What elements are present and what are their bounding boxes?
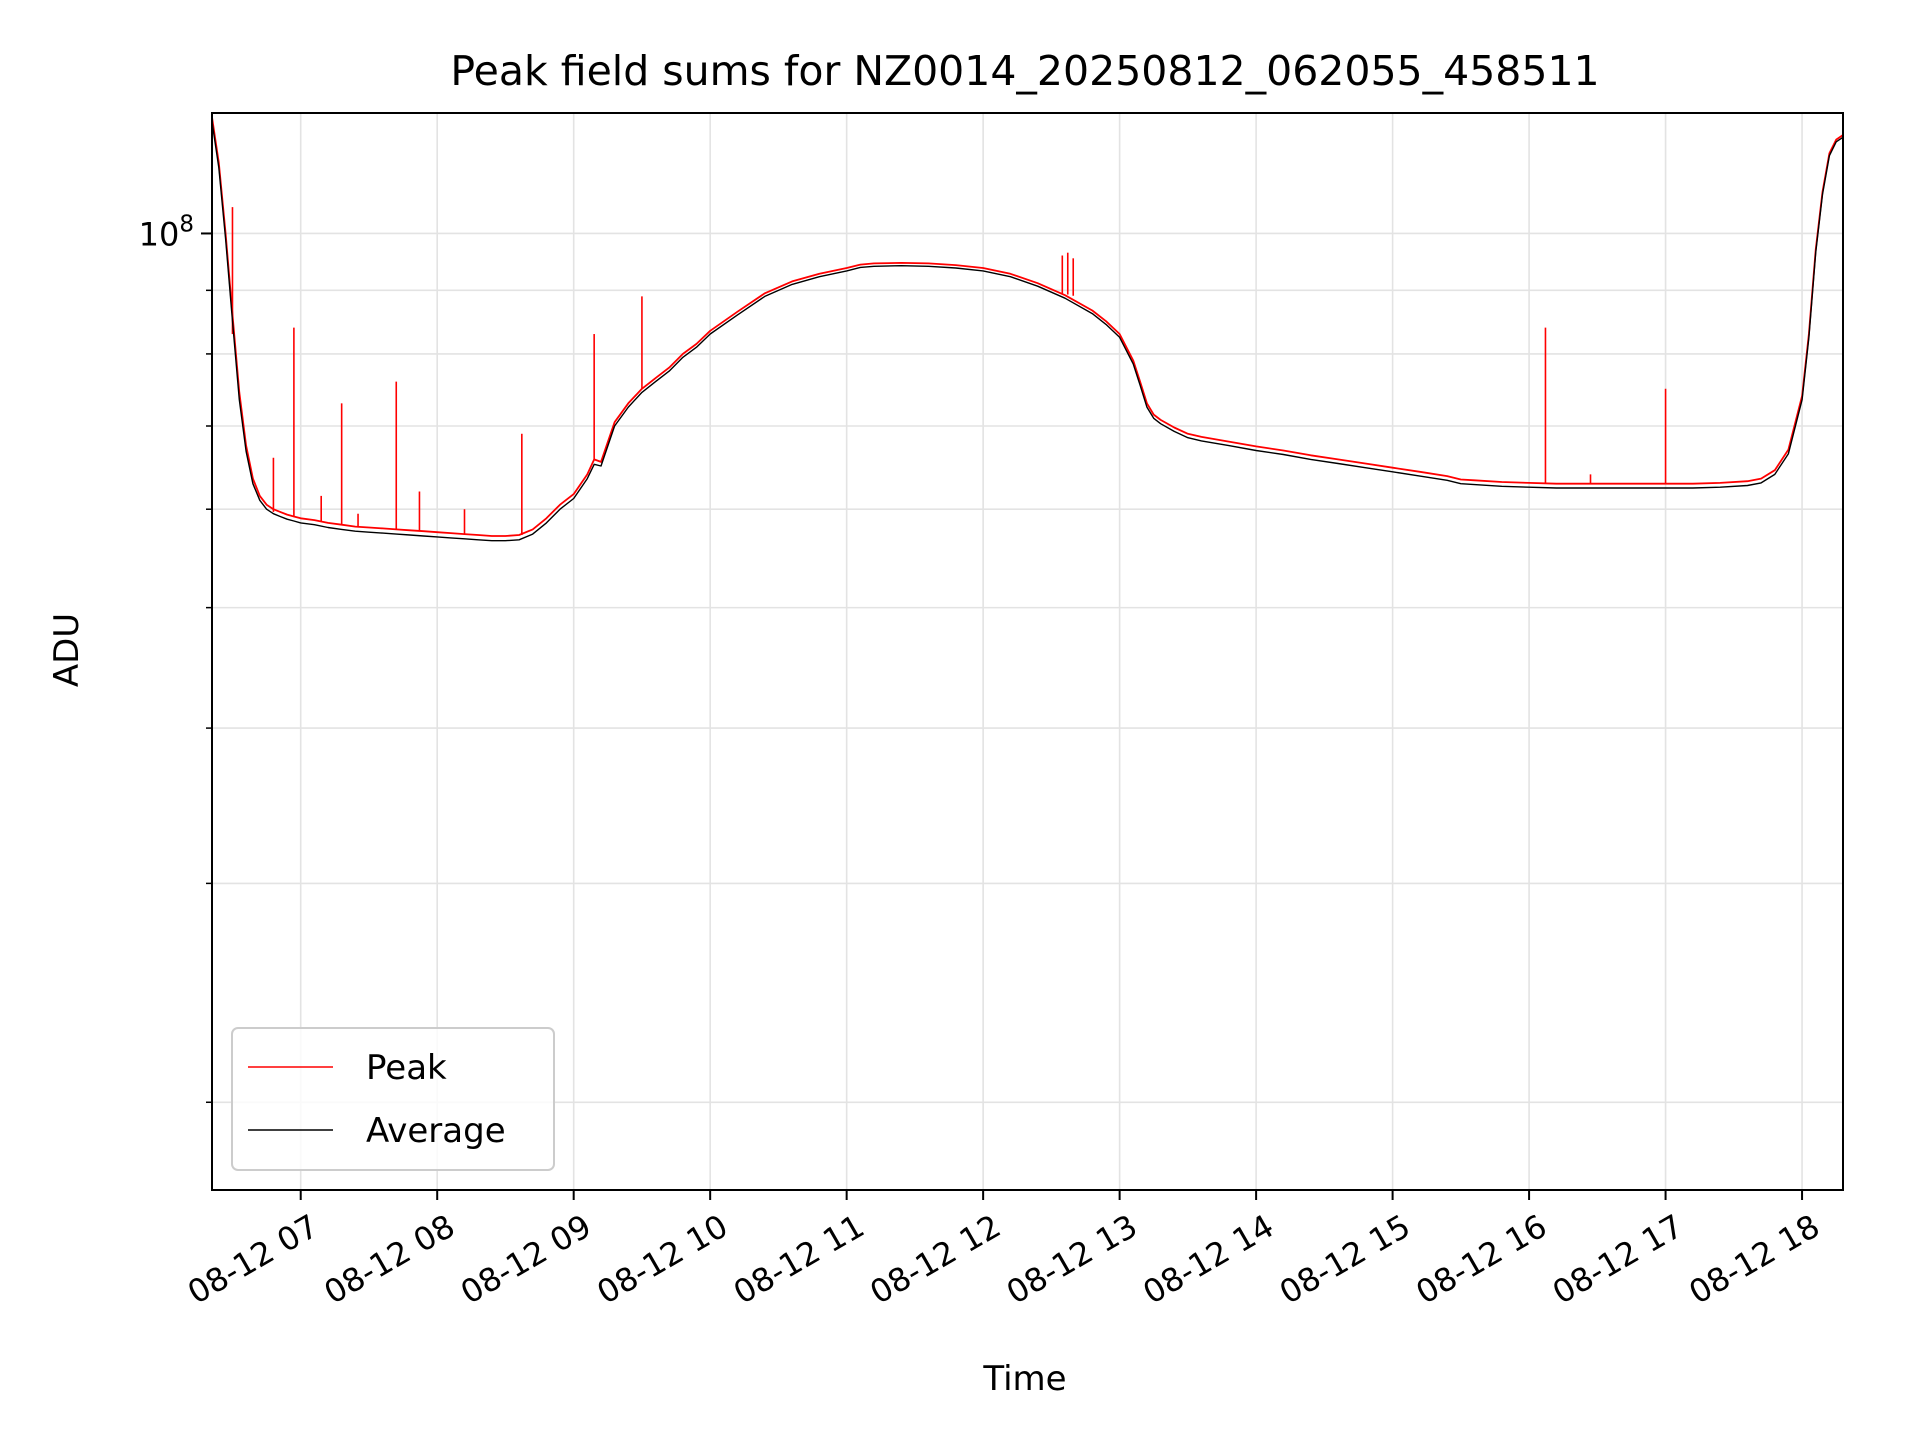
y-axis-label: ADU bbox=[47, 613, 87, 687]
series-layer bbox=[212, 117, 1843, 542]
x-axis-label: Time bbox=[982, 1359, 1066, 1399]
grid bbox=[212, 113, 1843, 1190]
series-line-peak bbox=[212, 117, 1843, 537]
plot-frame bbox=[211, 112, 1844, 1191]
y-tick-label: 108 bbox=[139, 211, 194, 253]
y-tick-exponent: 8 bbox=[179, 211, 194, 237]
series-line-average bbox=[212, 121, 1843, 542]
legend-average-label: Average bbox=[366, 1111, 506, 1151]
legend-box bbox=[231, 1027, 555, 1171]
y-axis: 108 bbox=[139, 211, 212, 1104]
legend-peak-label: Peak bbox=[366, 1048, 447, 1088]
chart-title: Peak field sums for NZ0014_20250812_0620… bbox=[450, 47, 1599, 95]
legend: Peak Average bbox=[231, 1027, 555, 1171]
y-tick-base: 10 bbox=[139, 215, 180, 253]
